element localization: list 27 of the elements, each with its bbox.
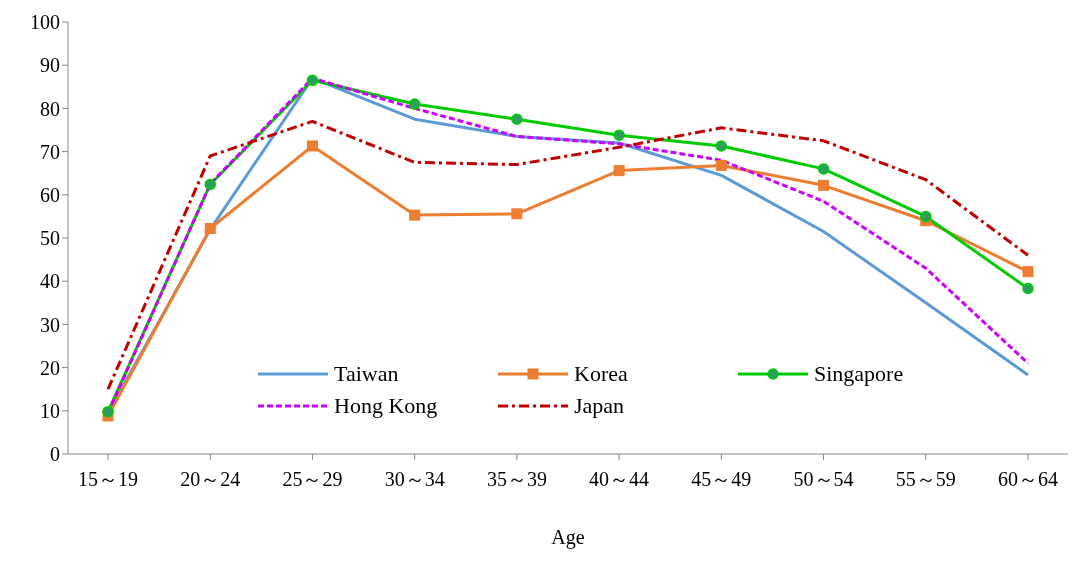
y-tick-label: 10 bbox=[40, 399, 60, 422]
y-tick-label: 100 bbox=[30, 11, 60, 34]
legend-label: Singapore bbox=[814, 361, 904, 387]
y-tick-label: 70 bbox=[40, 140, 60, 163]
legend-label: Taiwan bbox=[334, 361, 399, 387]
x-tick-label: 35～39 bbox=[486, 468, 547, 491]
x-tick-label: 15～19 bbox=[78, 468, 138, 491]
y-tick-label: 20 bbox=[40, 356, 60, 379]
y-tick-label: 30 bbox=[40, 313, 60, 336]
x-tick-label: 20～24 bbox=[180, 468, 241, 491]
x-axis-title: Age bbox=[551, 526, 585, 549]
legend-label: Japan bbox=[574, 393, 625, 419]
y-tick-label: 60 bbox=[40, 183, 60, 206]
x-tick-label: 25～29 bbox=[282, 468, 343, 491]
x-tick-label: 60～64 bbox=[998, 468, 1058, 491]
y-tick-label: 50 bbox=[40, 227, 60, 250]
x-tick-label: 50～54 bbox=[793, 468, 854, 491]
y-tick-label: 40 bbox=[40, 270, 60, 293]
x-tick-label: 30～34 bbox=[384, 468, 445, 491]
legend-label: Hong Kong bbox=[334, 393, 438, 419]
y-tick-label: 80 bbox=[40, 97, 60, 120]
y-tick-label: 90 bbox=[40, 54, 60, 77]
x-tick-label: 40～44 bbox=[589, 468, 650, 491]
y-tick-label: 0 bbox=[50, 443, 60, 466]
legend-label: Korea bbox=[574, 361, 628, 387]
x-tick-label: 45～49 bbox=[691, 468, 752, 491]
x-tick-label: 55～59 bbox=[895, 468, 956, 491]
